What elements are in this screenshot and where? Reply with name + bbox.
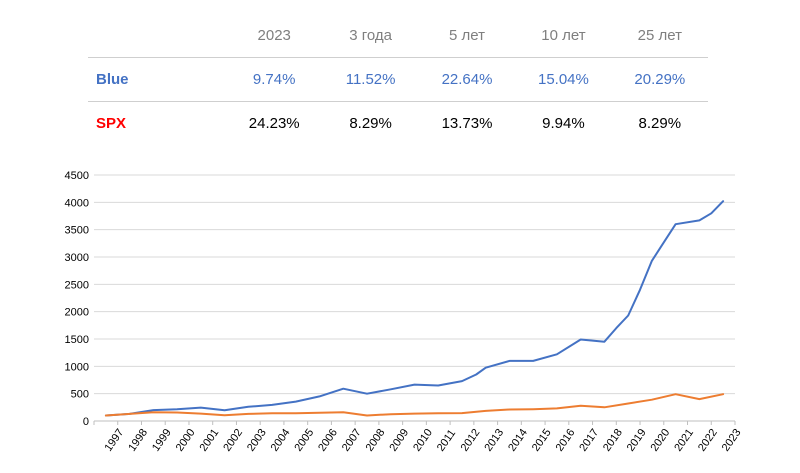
table-cell: 20.29% <box>634 71 686 88</box>
x-tick-label: 2002 <box>221 427 245 454</box>
y-tick-label: 1000 <box>65 361 89 373</box>
column-header: 25 лет <box>637 27 682 44</box>
table-row-blue: Blue 9.74% 11.52% 22.64% 15.04% 20.29% <box>88 58 708 102</box>
x-tick-label: 2018 <box>601 427 625 454</box>
column-header: 3 года <box>349 27 392 44</box>
y-axis: 0 500 1000 1500 2000 2500 3000 3500 4000 4500 <box>65 170 89 428</box>
x-tick-label: 2009 <box>387 427 411 454</box>
x-tick-label: 2016 <box>554 427 578 454</box>
table-cell: 11.52% <box>345 71 396 88</box>
x-tick-label: 2010 <box>411 427 435 454</box>
x-tick-label: 2015 <box>530 427 554 454</box>
chart-series <box>104 200 725 417</box>
y-tick-label: 2500 <box>65 279 89 291</box>
table-header-row: 2023 3 года 5 лет 10 лет 25 лет <box>88 14 708 58</box>
x-tick-label: 1997 <box>102 427 126 454</box>
x-tick-label: 1999 <box>150 427 174 454</box>
y-tick-label: 3500 <box>65 225 89 237</box>
y-tick-label: 500 <box>71 389 89 401</box>
x-tick-label: 2005 <box>292 427 316 454</box>
chart-gridlines <box>94 174 735 395</box>
x-tick-label: 2008 <box>364 427 388 454</box>
x-tick-label: 2004 <box>269 427 293 454</box>
table-cell: 24.23% <box>248 115 300 132</box>
x-tick-label: 1998 <box>126 427 150 454</box>
x-tick-label: 2007 <box>340 427 364 454</box>
series-line-spx <box>104 393 725 417</box>
row-label-spx: SPX <box>96 115 127 132</box>
table-cell: 9.94% <box>542 115 585 132</box>
y-tick-label: 4500 <box>65 170 89 182</box>
table-cell: 22.64% <box>441 71 493 88</box>
x-tick-label: 2000 <box>174 427 198 454</box>
table-cell: 8.29% <box>349 115 392 132</box>
table-cell: 13.73% <box>441 115 493 132</box>
x-tick-label: 2022 <box>696 427 720 454</box>
column-header: 2023 <box>257 27 291 44</box>
x-tick-label: 2023 <box>720 427 744 454</box>
column-header: 10 лет <box>541 27 586 44</box>
x-tick-label: 2019 <box>625 427 649 454</box>
row-label-blue: Blue <box>96 71 129 88</box>
y-tick-label: 2000 <box>65 307 89 319</box>
x-tick-label: 2012 <box>459 427 483 454</box>
table-cell: 9.74% <box>252 71 296 88</box>
x-tick-label: 2011 <box>435 427 458 453</box>
x-tick-label: 2014 <box>506 427 530 454</box>
column-header: 5 лет <box>449 27 485 44</box>
y-tick-label: 0 <box>83 416 89 428</box>
y-tick-label: 3000 <box>65 252 89 264</box>
table-cell: 15.04% <box>537 71 589 88</box>
x-tick-label: 2013 <box>482 427 506 454</box>
series-line-blue <box>104 200 725 417</box>
table-row-spx: SPX 24.23% 8.29% 13.73% 9.94% 8.29% <box>88 102 708 145</box>
returns-table: 2023 3 года 5 лет 10 лет 25 лет Blue 9.7… <box>88 14 708 145</box>
x-tick-label: 2006 <box>316 427 340 454</box>
y-tick-label: 4000 <box>65 197 89 209</box>
x-tick-label: 2017 <box>577 427 601 454</box>
table-cell: 8.29% <box>638 115 682 132</box>
x-tick-label: 2021 <box>672 427 696 454</box>
x-tick-label: 2001 <box>197 427 221 454</box>
x-tick-label: 2020 <box>649 427 673 454</box>
x-tick-label: 2003 <box>245 427 269 454</box>
y-tick-label: 1500 <box>65 334 89 346</box>
x-axis: 1997 1998 1999 2000 2001 2002 2003 2004 2005 2006… <box>93 420 744 454</box>
